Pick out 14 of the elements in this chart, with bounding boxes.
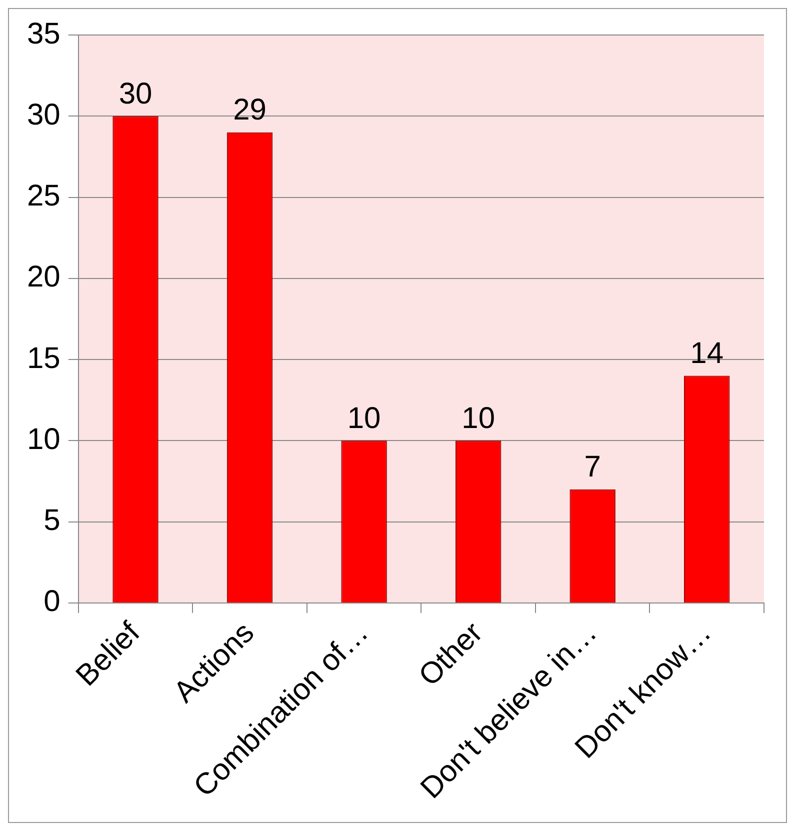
y-tick-label: 0: [44, 585, 60, 618]
y-tick-label: 25: [26, 180, 60, 213]
data-label: 29: [233, 94, 266, 127]
data-label: 10: [462, 402, 496, 435]
y-tick-label: 30: [26, 98, 60, 132]
y-tick-label: 35: [26, 17, 60, 50]
data-label: 7: [584, 450, 601, 484]
y-tick-label: 15: [26, 342, 60, 375]
y-tick-label: 10: [26, 422, 60, 456]
data-label: 10: [347, 402, 381, 435]
data-label: 14: [690, 337, 724, 370]
y-tick-label: 5: [44, 504, 60, 538]
data-label: 30: [118, 77, 152, 110]
y-tick-label: 20: [26, 260, 60, 294]
